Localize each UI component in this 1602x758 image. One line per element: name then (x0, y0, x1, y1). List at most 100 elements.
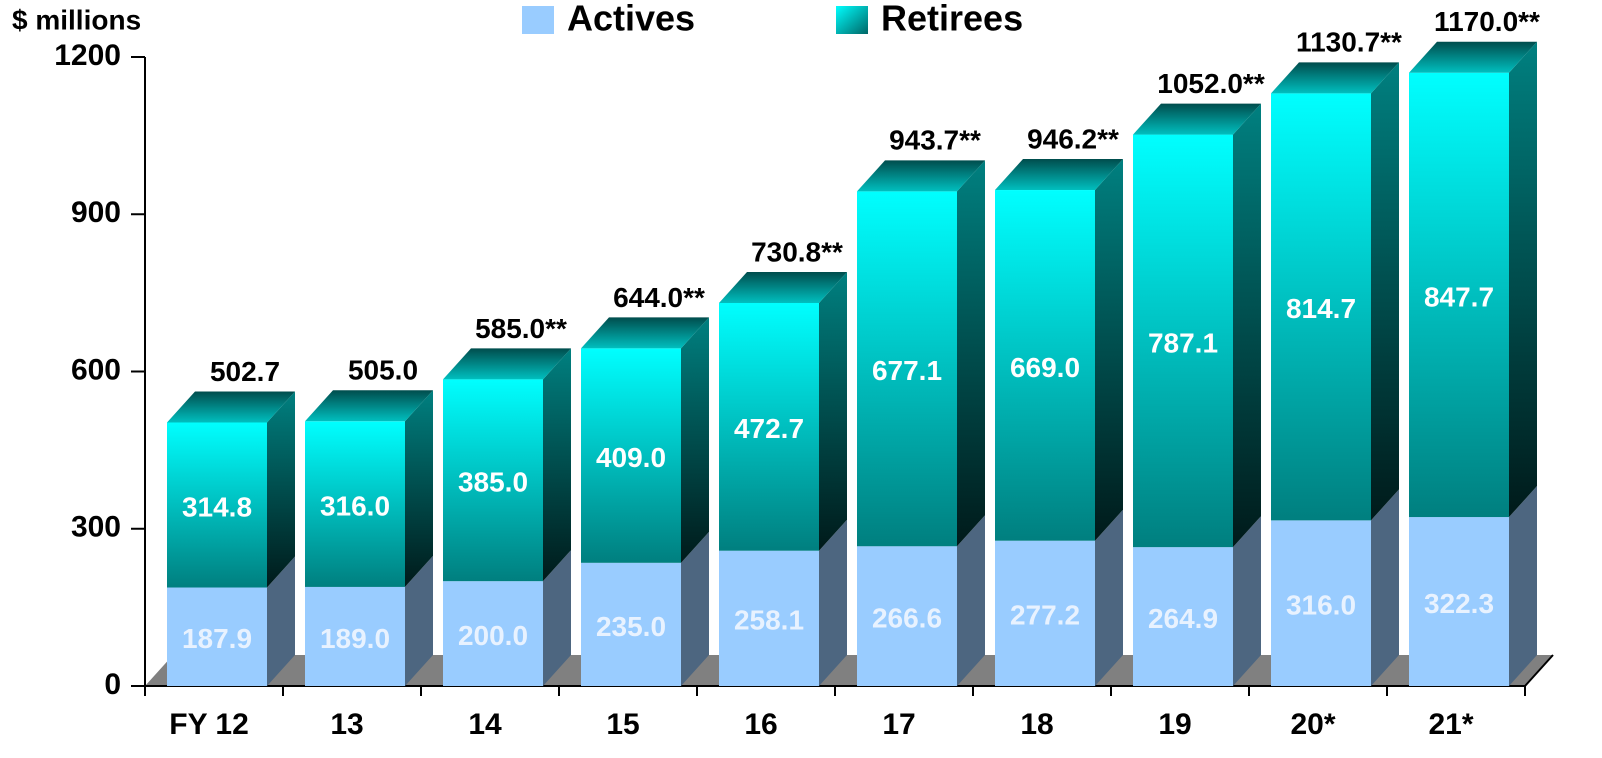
bar-segment (1409, 72, 1509, 518)
legend-label: Actives (567, 0, 695, 39)
bar-value-label: 264.9 (1148, 603, 1218, 634)
bar-segment (1271, 520, 1371, 686)
total-label: 943.7** (889, 125, 981, 156)
bar-segment (857, 546, 957, 686)
bar-side (1509, 41, 1537, 518)
bar-value-label: 847.7 (1424, 281, 1494, 312)
bar-segment (581, 348, 681, 563)
bar-side (1095, 509, 1123, 686)
bar-side (405, 390, 433, 587)
total-label: 946.2** (1027, 123, 1119, 154)
bar-segment (1133, 134, 1233, 548)
plot: 0 300 600 900 1200 FY 12 187.9 314.8 502.7 13 189.… (54, 6, 1554, 741)
bar-value-label: 316.0 (1286, 590, 1356, 621)
bar-side (1371, 62, 1399, 521)
bar-side (681, 531, 709, 686)
bar-segment (443, 379, 543, 582)
bar-segment (1133, 547, 1233, 686)
total-label: 502.7 (210, 356, 280, 387)
bar-top (1409, 41, 1537, 73)
bar-side (1095, 159, 1123, 541)
legend-label: Retirees (881, 0, 1023, 39)
bar-segment (995, 540, 1095, 686)
total-label: 1130.7** (1296, 27, 1402, 58)
bar-top (1271, 62, 1399, 94)
bar-value-label: 316.0 (320, 491, 390, 522)
bar-segment (167, 587, 267, 686)
x-tick-label: 17 (882, 708, 915, 741)
bar-value-label: 235.0 (596, 611, 666, 642)
x-tick-label: 18 (1020, 708, 1053, 741)
bar-side (1233, 103, 1261, 548)
bar-segment (719, 550, 819, 686)
y-tick-label: 600 (71, 353, 121, 386)
x-tick-label: 14 (468, 708, 502, 741)
bar-top (443, 348, 571, 380)
bar-segment (167, 422, 267, 588)
bar-segment (1271, 93, 1371, 521)
total-label: 1170.0** (1434, 6, 1540, 37)
bar-value-label: 200.0 (458, 620, 528, 651)
bar-top (995, 159, 1123, 191)
bar-side (267, 556, 295, 686)
bar-value-label: 385.0 (458, 467, 528, 498)
bar-value-label: 258.1 (734, 605, 804, 636)
bar-side (267, 391, 295, 588)
bar-segment (857, 191, 957, 547)
bar-side (681, 317, 709, 563)
bar-segment (1409, 517, 1509, 686)
bar-value-label: 472.7 (734, 413, 804, 444)
y-tick-label: 1200 (54, 39, 121, 72)
bar-segment (581, 562, 681, 686)
bar-side (957, 515, 985, 686)
x-tick-label: 20* (1290, 708, 1335, 741)
bar-side (405, 555, 433, 686)
total-label: 1052.0** (1157, 68, 1265, 99)
bar-side (1371, 489, 1399, 686)
bar-top (719, 271, 847, 303)
bar-value-label: 677.1 (872, 355, 942, 386)
bar-segment (443, 581, 543, 686)
bar-value-label: 814.7 (1286, 293, 1356, 324)
bar-side (1509, 486, 1537, 686)
bar-segment (305, 421, 405, 587)
bar-segment (995, 190, 1095, 541)
floor-edge (1524, 654, 1554, 687)
x-tick-label: FY 12 (169, 708, 249, 741)
y-axis-label: $ millions (12, 4, 141, 35)
bar-side (543, 348, 571, 582)
bar-top (581, 317, 709, 349)
bar-value-label: 277.2 (1010, 600, 1080, 631)
bar-side (819, 519, 847, 686)
bar-segment (719, 302, 819, 551)
x-tick-label: 16 (744, 708, 777, 741)
x-tick-label: 13 (330, 708, 363, 741)
bar-side (957, 160, 985, 547)
bar-top (857, 160, 985, 192)
legend-swatch (522, 6, 554, 34)
bar-side (1233, 516, 1261, 686)
x-tick-label: 15 (606, 708, 639, 741)
x-tick-label: 19 (1158, 708, 1191, 741)
bar-segment (305, 586, 405, 686)
bar-value-label: 189.0 (320, 623, 390, 654)
total-label: 730.8** (751, 236, 843, 267)
x-tick-label: 21* (1428, 708, 1473, 741)
bar-top (1133, 103, 1261, 135)
legend-swatch (836, 6, 868, 34)
bar-top (167, 391, 295, 423)
bar-value-label: 266.6 (872, 603, 942, 634)
y-tick-label: 300 (71, 511, 121, 544)
bar-value-label: 314.8 (182, 491, 252, 522)
y-tick-label: 900 (71, 196, 121, 229)
total-label: 505.0 (348, 355, 418, 386)
bar-value-label: 787.1 (1148, 327, 1218, 358)
bar-value-label: 409.0 (596, 442, 666, 473)
bar-side (819, 271, 847, 551)
y-tick-label: 0 (104, 668, 121, 701)
bar-value-label: 187.9 (182, 623, 252, 654)
total-label: 644.0** (613, 282, 705, 313)
total-label: 585.0** (475, 313, 567, 344)
bar-side (543, 550, 571, 686)
